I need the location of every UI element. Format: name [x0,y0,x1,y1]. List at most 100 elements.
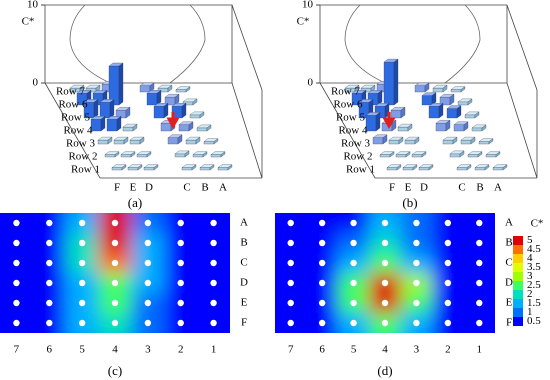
sensor-dot [413,239,420,247]
row-label: Row 5 [61,112,91,124]
column-label: 3 [414,344,420,356]
colorbar-swatch [513,236,523,245]
bar-side [438,103,444,119]
sensor-dot [318,299,326,307]
bar [189,111,205,119]
heatmap-cell [164,213,198,233]
panel-label: (d) [377,363,392,378]
bar-front [365,115,377,132]
sensor-dot [78,279,86,287]
bar-front [456,167,468,171]
bar-side [400,106,406,119]
bar-front [120,154,132,158]
column-label: 5 [351,344,357,356]
bar-side [100,116,106,132]
column-label: F [114,182,120,194]
bar-side [199,111,205,119]
column-label: E [405,182,412,194]
column-label: 7 [288,344,294,356]
column-label: C [458,182,465,194]
bar [129,136,145,145]
bar-side [412,164,418,171]
bar-front [383,61,395,106]
column-label: B [201,182,208,194]
bar-front [402,167,414,171]
sensor-dot [210,239,217,247]
sensor-dot [287,279,294,287]
bar [111,164,127,171]
column-label: 6 [47,344,53,356]
bar-front [421,95,433,106]
heatmap-cell [463,233,495,253]
row-label: Row 2 [343,151,372,163]
column-label: 1 [211,344,217,356]
sensor-dot [287,239,294,247]
colorbar-swatch [513,245,523,254]
bar-front [388,139,400,145]
heatmap-cell [432,213,464,233]
column-label: 7 [14,344,20,356]
sensor-dot [111,299,119,307]
bar [372,134,388,145]
bar-front [390,110,402,119]
column-label: 5 [79,344,85,356]
bar-front [143,167,155,171]
bar-front [432,87,444,93]
bar-front [418,167,430,171]
sensor-dot [46,299,53,307]
bar-front [160,123,172,132]
row-label: Row 2 [68,151,97,163]
bar-front [453,124,465,132]
sensor-dot [444,259,452,267]
bar [446,105,462,119]
heatmap-cell [197,273,230,293]
z-tick-label: 0 [33,77,39,89]
bar-front [203,141,215,145]
bar-front [395,154,407,158]
sensor-dot [177,219,184,227]
sensor-dot [177,279,184,287]
bar-front [122,126,134,132]
bar [143,164,159,171]
row-label: Row 7 [331,86,361,98]
sensor-dot [13,219,20,227]
bar-side [398,136,404,145]
sensor-dot [413,259,420,267]
bar [192,151,208,158]
sensor-dot [210,279,217,287]
heatmap-cell [65,213,99,233]
column-label: F [389,182,395,194]
sensor-dot [350,299,357,307]
sensor-dot [381,239,389,247]
panel-label: (c) [108,363,122,378]
bar [360,84,376,93]
bar-side [125,106,131,119]
bar-front [104,154,116,158]
bar-side [442,84,448,93]
bar-side [421,151,427,158]
z-tick-label: 0 [308,77,314,89]
sensor-dot [177,239,184,247]
bar [174,150,190,158]
sensor-dot [476,299,483,307]
bar [181,164,197,171]
row-label: D [505,277,513,289]
bar-front [485,154,497,158]
sensor-dot [144,299,152,307]
sensor-dot [476,259,483,267]
bar-side [377,90,383,106]
column-label: 2 [178,344,184,356]
bar [435,119,451,132]
bar-front [97,139,109,145]
heatmap-cell [306,213,338,233]
heatmap-cell [32,213,66,233]
bar-front [175,89,187,93]
row-label: Row 4 [63,125,93,137]
bar-front [90,119,102,132]
bar-side [452,136,458,145]
row-label: Row 1 [346,164,375,176]
bar-side [206,124,212,132]
bar-front [386,167,398,171]
column-label: 6 [319,344,325,356]
bar [450,86,466,93]
